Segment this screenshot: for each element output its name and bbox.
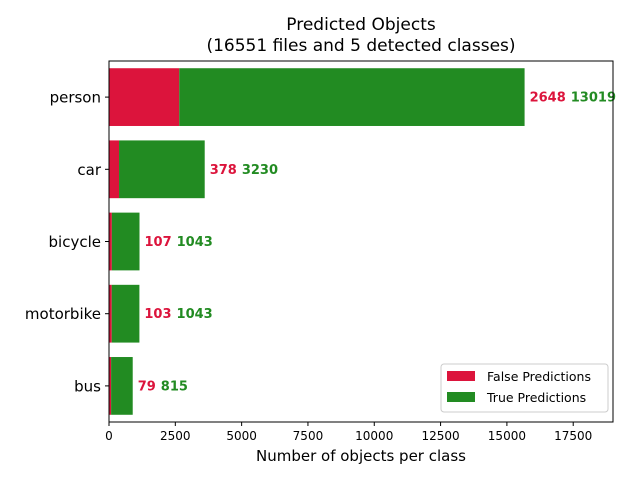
x-axis-label: Number of objects per class [256, 447, 466, 465]
y-tick-label-bicycle: bicycle [49, 233, 101, 251]
x-tick-label: 17500 [554, 429, 592, 443]
x-tick-label: 5000 [226, 429, 257, 443]
chart-title: Predicted Objects [286, 15, 436, 35]
x-tick-label: 7500 [293, 429, 324, 443]
value-label-car-true: 3230 [242, 163, 278, 178]
bar-person-false [109, 68, 180, 126]
y-tick-label-motorbike: motorbike [25, 305, 101, 323]
x-tick-label: 12500 [421, 429, 459, 443]
value-label-car-false: 378 [210, 163, 237, 178]
value-label-person-true: 13019 [571, 91, 616, 106]
bars-group [109, 68, 525, 415]
value-label-motorbike-true: 1043 [177, 307, 213, 322]
x-axis-ticks: 0 2500 5000 7500 10000 12500 15000 17500 [105, 422, 592, 443]
y-axis-ticks: person car bicycle motorbike bus [25, 89, 109, 395]
value-label-bus-false: 79 [138, 379, 156, 394]
x-tick-label: 2500 [160, 429, 191, 443]
bar-bus-false [109, 357, 112, 415]
legend-swatch-false [447, 371, 475, 381]
y-tick-label-car: car [77, 161, 101, 179]
legend: False Predictions True Predictions [440, 363, 609, 413]
value-label-bicycle-true: 1043 [177, 235, 213, 250]
legend-label-true: True Predictions [486, 390, 586, 405]
legend-box [440, 363, 609, 413]
value-label-bicycle-false: 107 [145, 235, 172, 250]
data-labels-group: 2648 13019 378 3230 107 1043 103 1043 79 815 [138, 91, 616, 395]
x-tick-label: 0 [105, 429, 113, 443]
y-tick-label-bus: bus [74, 377, 101, 395]
legend-swatch-true [447, 392, 475, 402]
bar-motorbike-false [109, 284, 112, 343]
bar-bicycle-true [111, 212, 140, 271]
y-tick-label-person: person [50, 89, 101, 107]
value-label-bus-true: 815 [161, 379, 188, 394]
value-label-motorbike-false: 103 [144, 307, 171, 322]
bar-car-false [109, 140, 120, 199]
bar-car-true [119, 140, 205, 199]
bar-bicycle-false [109, 212, 112, 271]
value-label-person-false: 2648 [530, 91, 566, 106]
legend-label-false: False Predictions [487, 369, 591, 384]
x-tick-label: 15000 [488, 429, 526, 443]
bar-motorbike-true [111, 284, 140, 343]
x-tick-label: 10000 [355, 429, 393, 443]
chart-subtitle: (16551 files and 5 detected classes) [206, 36, 515, 56]
bar-bus-true [111, 357, 133, 415]
bar-person-true [179, 68, 525, 126]
